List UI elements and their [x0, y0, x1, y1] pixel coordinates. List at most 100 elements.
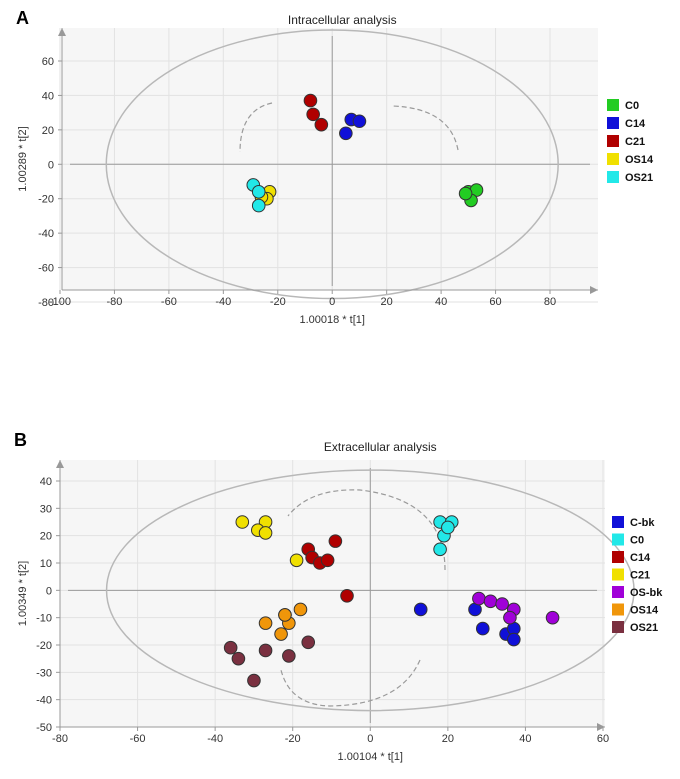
data-point [483, 594, 498, 609]
x-tick-label: 20 [442, 733, 454, 745]
y-tick-label: -20 [36, 640, 52, 652]
y-tick-label: 60 [42, 56, 54, 68]
data-point [503, 610, 517, 625]
y-tick-label: 0 [48, 159, 54, 171]
series-c21 [235, 515, 304, 568]
legend-label: OS-bk [630, 587, 663, 599]
plot-background [62, 28, 598, 290]
trajectory-arrow [280, 659, 421, 707]
series-c14 [301, 534, 354, 603]
legend-label: OS21 [630, 622, 658, 634]
data-point [433, 542, 447, 557]
series-os-bk [472, 591, 560, 625]
legend-swatch [612, 516, 624, 528]
legend-label: C21 [630, 570, 650, 582]
data-point [231, 651, 246, 666]
y-tick-label: -40 [36, 695, 52, 707]
data-point [251, 185, 266, 199]
y-tick-label: -60 [38, 263, 54, 275]
y-tick-label: 40 [40, 476, 52, 488]
data-point [303, 93, 318, 108]
x-axis-arrow-icon [597, 723, 605, 731]
legend-swatch [607, 171, 619, 183]
legend-swatch [607, 135, 619, 147]
x-tick-label: -80 [52, 733, 68, 745]
y-tick-label: 40 [42, 90, 54, 102]
data-point [282, 649, 296, 663]
x-tick-label: 60 [489, 296, 501, 308]
y-axis-arrow-icon [56, 460, 64, 468]
data-point [247, 673, 261, 688]
legend-swatch [607, 99, 619, 111]
data-point [306, 107, 320, 122]
x-tick-label: -80 [106, 296, 122, 308]
series-c14 [339, 112, 367, 141]
y-tick-label: 30 [40, 503, 52, 515]
data-point [328, 534, 343, 548]
panel-label: B [14, 430, 27, 450]
data-point [251, 198, 266, 213]
data-point [314, 117, 329, 132]
legend-swatch [612, 603, 624, 616]
x-tick-label: 20 [381, 296, 393, 308]
data-point [495, 597, 509, 611]
y-axis-arrow-icon [58, 28, 66, 36]
legend-label: OS14 [630, 605, 659, 617]
x-tick-label: 60 [597, 733, 609, 745]
hotelling-ellipse [105, 469, 635, 712]
trajectory-arrow [239, 102, 273, 153]
data-point [274, 627, 288, 641]
x-tick-label: 40 [435, 296, 447, 308]
data-point [258, 526, 273, 540]
chart-title: Intracellular analysis [288, 13, 397, 27]
legend-swatch [612, 568, 624, 581]
x-tick-label: 0 [329, 296, 335, 308]
data-point [235, 515, 250, 529]
legend-label: OS21 [625, 172, 653, 184]
trajectory-arrow [391, 105, 459, 151]
x-tick-label: -40 [215, 296, 231, 308]
x-tick-label: -60 [161, 296, 177, 308]
data-point [458, 186, 473, 201]
series-os21 [223, 635, 316, 688]
legend-label: C14 [630, 552, 651, 564]
data-point [340, 589, 354, 603]
data-point [545, 610, 560, 625]
chart-panel-a: -100 -80 -60 -40 -20 0 20 40 60 80-80-60-40-20020… [16, 8, 654, 326]
series-c21 [303, 93, 329, 132]
data-point [320, 553, 335, 568]
y-tick-label: -30 [36, 667, 52, 679]
legend-label: C-bk [630, 517, 655, 529]
data-point [301, 635, 316, 650]
x-axis-label: 1.00104 * t[1] [338, 751, 403, 763]
legend-label: OS14 [625, 154, 654, 166]
chart-title: Extracellular analysis [324, 440, 437, 454]
x-axis-label: 1.00018 * t[1] [299, 314, 364, 326]
data-point [506, 632, 521, 647]
x-tick-label: -20 [285, 733, 301, 745]
legend-label: C0 [625, 100, 639, 112]
legend-swatch [612, 533, 624, 546]
legend-label: C21 [625, 136, 645, 148]
data-point [293, 602, 308, 617]
y-tick-label: -10 [36, 613, 52, 625]
series-os21 [246, 178, 266, 213]
series-c0 [433, 515, 459, 557]
hotelling-ellipse [105, 29, 559, 300]
data-point [472, 591, 486, 606]
series-c-bk [413, 602, 521, 647]
x-axis-arrow-icon [590, 286, 598, 294]
legend-swatch [607, 117, 619, 129]
legend-swatch [612, 621, 624, 633]
legend-swatch [607, 153, 619, 165]
y-axis-label: 1.00289 * t[2] [17, 126, 29, 191]
x-tick-label: -60 [130, 733, 146, 745]
data-point [352, 114, 367, 129]
data-point [339, 126, 353, 141]
x-tick-label: -40 [207, 733, 223, 745]
y-tick-label: -40 [38, 228, 54, 240]
y-tick-label: 10 [40, 558, 52, 570]
x-tick-label: 80 [544, 296, 556, 308]
data-point [475, 621, 490, 636]
data-point [441, 520, 455, 535]
